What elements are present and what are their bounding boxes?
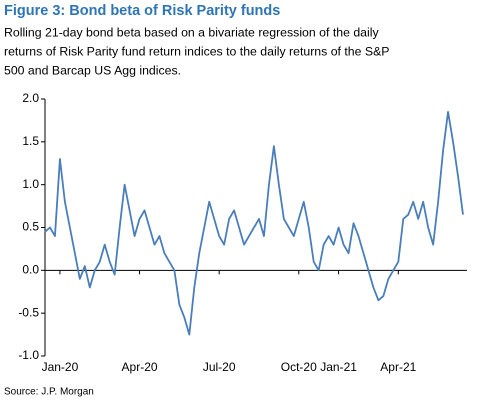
data-line	[44, 110, 464, 336]
x-tick-label: Jan-21	[320, 360, 357, 374]
y-tick-label: 1.0	[22, 177, 39, 191]
y-tick-label: -1.0	[18, 348, 39, 362]
x-tick-label: Jan-20	[42, 360, 79, 374]
y-tick-label: 1.5	[22, 134, 39, 148]
chart-title: Figure 3: Bond beta of Risk Parity funds	[4, 3, 280, 19]
y-tick-label: 0.0	[22, 263, 39, 277]
y-tick-label: -0.5	[18, 305, 39, 319]
x-tick-label: Apr-21	[380, 360, 416, 374]
y-tick-label: 0.5	[22, 220, 39, 234]
subtitle: Rolling 21-day bond beta based on a biva…	[4, 25, 379, 39]
x-tick-label: Jul-20	[203, 360, 236, 374]
source: Source: J.P. Morgan	[4, 387, 94, 398]
y-tick-label: 2.0	[22, 91, 39, 105]
x-tick-label: Oct-20	[281, 360, 317, 374]
subtitle: 500 and Barcap US Agg indices.	[4, 63, 181, 77]
subtitle: returns of Risk Parity fund return indic…	[4, 44, 390, 58]
x-tick-label: Apr-20	[122, 360, 158, 374]
